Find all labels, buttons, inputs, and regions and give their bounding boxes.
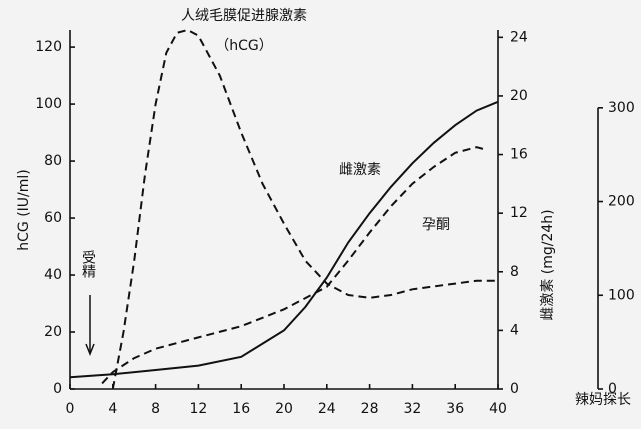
y2-tick-label: 24 [510, 29, 528, 45]
y2-tick-label: 12 [510, 205, 528, 221]
y-tick-label: 20 [44, 324, 62, 340]
y-tick-label: 120 [35, 39, 62, 55]
x-tick-label: 24 [318, 401, 336, 417]
x-tick-label: 36 [446, 401, 464, 417]
y-tick-label: 60 [44, 210, 62, 226]
y2-tick-label: 0 [510, 381, 519, 397]
x-tick-label: 16 [232, 401, 250, 417]
y2-tick-label: 8 [510, 264, 519, 280]
series-label: 人绒毛膜促进腺激素 [181, 7, 307, 24]
series-label: 雌激素 [339, 161, 381, 178]
series-line [101, 146, 488, 385]
y2-axis-label: 雌激素 (mg/24h) [539, 209, 556, 320]
series-label: 孕酮 [422, 217, 450, 233]
y-tick-label: 80 [44, 153, 62, 169]
y-axis-label: hCG (IU/ml) [16, 169, 32, 251]
y3-tick-label: 200 [608, 194, 635, 210]
x-tick-label: 32 [403, 401, 421, 417]
y-tick-label: 0 [53, 381, 62, 397]
annotation: 受精 [80, 250, 96, 278]
y2-tick-label: 16 [510, 147, 528, 163]
x-tick-label: 40 [489, 401, 507, 417]
y3-tick-label: 300 [608, 100, 635, 116]
arrow-head [85, 343, 95, 357]
x-tick-label: 0 [66, 401, 75, 417]
x-tick-label: 28 [361, 401, 379, 417]
x-tick-label: 12 [189, 401, 207, 417]
y3-tick-label: 100 [608, 287, 635, 303]
x-tick-label: 20 [275, 401, 293, 417]
watermark: 辣妈探长 [575, 392, 631, 408]
x-tick-label: 8 [151, 401, 160, 417]
y2-tick-label: 20 [510, 88, 528, 104]
y3-tick-label: 0 [608, 381, 617, 397]
x-tick-label: 4 [108, 401, 117, 417]
y-tick-label: 40 [44, 267, 62, 283]
annotation: （hCG） [215, 38, 273, 54]
series-line [111, 28, 498, 390]
series-line [69, 100, 499, 379]
y-tick-label: 100 [35, 96, 62, 112]
y2-tick-label: 4 [510, 322, 519, 338]
